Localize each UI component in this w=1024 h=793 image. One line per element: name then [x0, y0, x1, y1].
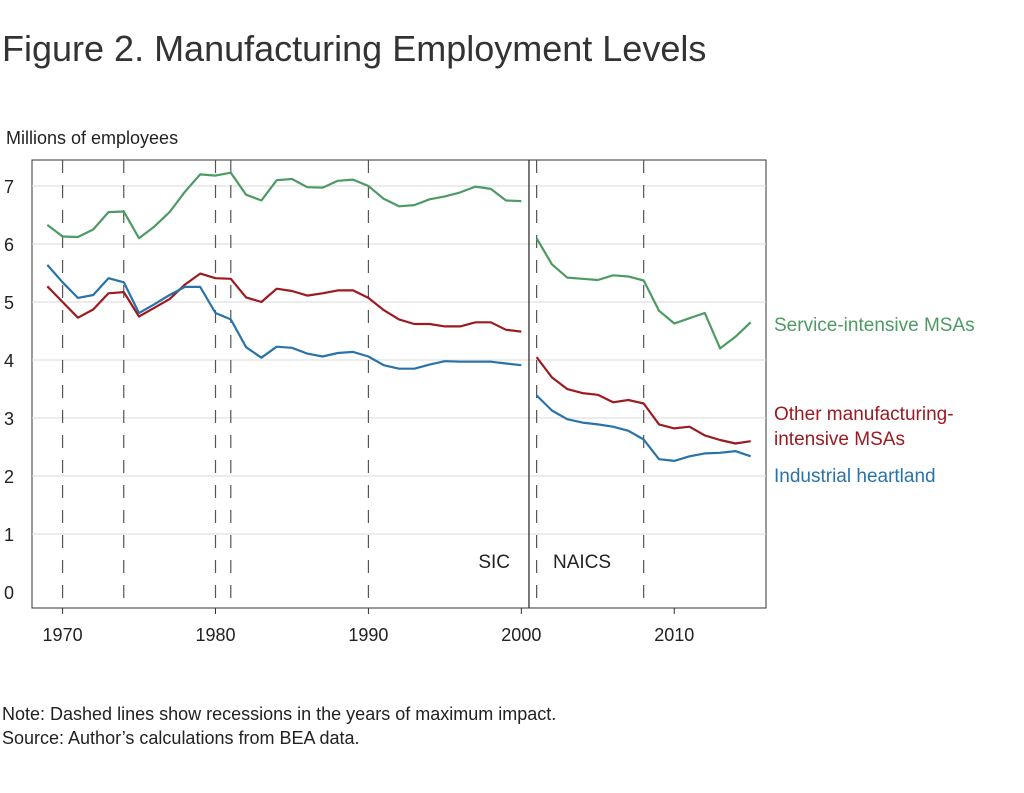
notes: Note: Dashed lines show recessions in th…: [2, 702, 556, 750]
series-label-other-line-1: Other manufacturing-: [774, 404, 954, 425]
series-line-industrial-heartland-sic: [46, 264, 522, 370]
y-tick-label: 4: [4, 351, 14, 371]
x-tick-label: 2010: [654, 625, 694, 645]
y-tick-label: 6: [4, 235, 14, 255]
y-tick-label: 5: [4, 293, 14, 313]
x-tick-label: 1990: [348, 625, 388, 645]
y-tick-label: 2: [4, 467, 14, 487]
series-label-service-intensive: Service-intensive MSAs: [774, 315, 975, 336]
source-text: Source: Author’s calculations from BEA d…: [2, 728, 360, 748]
x-tick-label: 2000: [501, 625, 541, 645]
series-line-industrial-heartland-naics: [535, 394, 752, 462]
y-tick-label: 0: [4, 583, 14, 603]
note-text: Note: Dashed lines show recessions in th…: [2, 704, 557, 724]
y-tick-label: 1: [4, 525, 14, 545]
y-axis-label: Millions of employees: [6, 128, 178, 148]
chart-area: Millions of employees 0 1 2 3 4 5 6 7 1970 1980 1…: [4, 128, 975, 645]
regime-label-naics: NAICS: [553, 552, 611, 573]
x-tick-label: 1970: [43, 625, 83, 645]
series-line-other-manufacturing-naics: [535, 356, 751, 445]
series-line-other-manufacturing-sic: [46, 272, 522, 333]
plot-frame: [31, 159, 767, 609]
series-label-other-line-2: intensive MSAs: [774, 429, 905, 450]
series-label-industrial-heartland: Industrial heartland: [774, 466, 936, 487]
y-tick-label: 3: [4, 409, 14, 429]
chart-title: Figure 2. Manufacturing Employment Level…: [2, 28, 707, 69]
x-tick-label: 1980: [195, 625, 235, 645]
regime-label-sic: SIC: [478, 552, 510, 573]
series-line-service-intensive-naics: [535, 237, 752, 350]
y-tick-label: 7: [4, 177, 14, 197]
series-label-other-manufacturing: Other manufacturing- intensive MSAs: [774, 404, 959, 450]
series-line-service-intensive-sic: [46, 171, 522, 240]
